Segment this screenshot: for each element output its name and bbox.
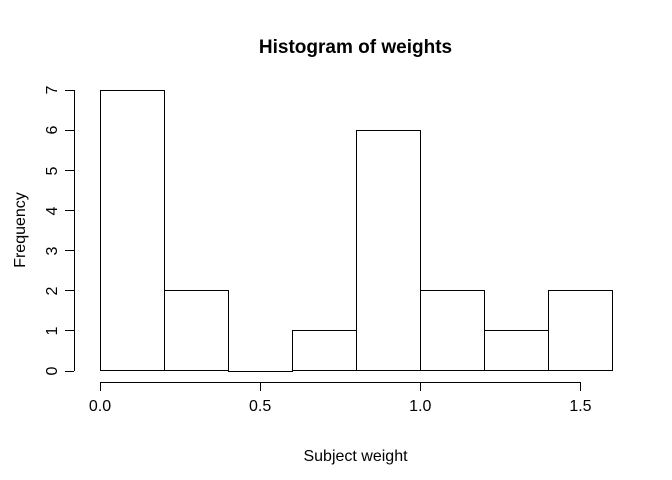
histogram-bar (355, 129, 421, 372)
y-axis-tick-label: 3 (44, 246, 61, 256)
histogram-bar-zero (227, 370, 293, 372)
histogram-bar (99, 89, 165, 372)
y-axis-tick (64, 290, 74, 292)
y-axis-tick-label: 6 (44, 125, 61, 135)
histogram-bar (163, 290, 229, 372)
y-axis-tick-label: 5 (44, 166, 61, 175)
x-axis-label: Subject weight (303, 448, 408, 465)
y-axis-tick-label: 0 (44, 366, 61, 376)
chart-title: Histogram of weights (258, 37, 453, 58)
histogram-bar (419, 290, 485, 372)
x-axis-tick (99, 381, 101, 391)
x-axis-tick (259, 381, 261, 391)
histogram-bar (291, 330, 357, 372)
x-axis-line (99, 381, 581, 383)
y-axis-tick-label: 1 (44, 326, 61, 336)
x-axis-tick-label: 0.5 (249, 398, 272, 415)
y-axis-tick (64, 370, 74, 372)
y-axis-tick (64, 330, 74, 332)
y-axis-tick (64, 170, 74, 171)
y-axis-line (73, 89, 75, 372)
y-axis-tick (64, 129, 74, 131)
y-axis-tick (64, 250, 74, 252)
x-axis-tick-label: 0.0 (88, 398, 112, 415)
y-axis-tick-label: 4 (44, 206, 61, 216)
y-axis-tick (64, 89, 74, 91)
y-axis-tick-label: 2 (44, 286, 61, 296)
x-axis-tick (579, 381, 581, 391)
histogram-bar (483, 330, 549, 372)
y-axis-label: Frequency (12, 192, 29, 268)
x-axis-tick (419, 381, 421, 391)
y-axis-tick (64, 210, 74, 212)
x-axis-tick-label: 1.0 (409, 398, 432, 415)
histogram-bar (547, 290, 613, 372)
x-axis-tick-label: 1.5 (569, 398, 592, 415)
y-axis-tick-label: 7 (44, 85, 61, 95)
